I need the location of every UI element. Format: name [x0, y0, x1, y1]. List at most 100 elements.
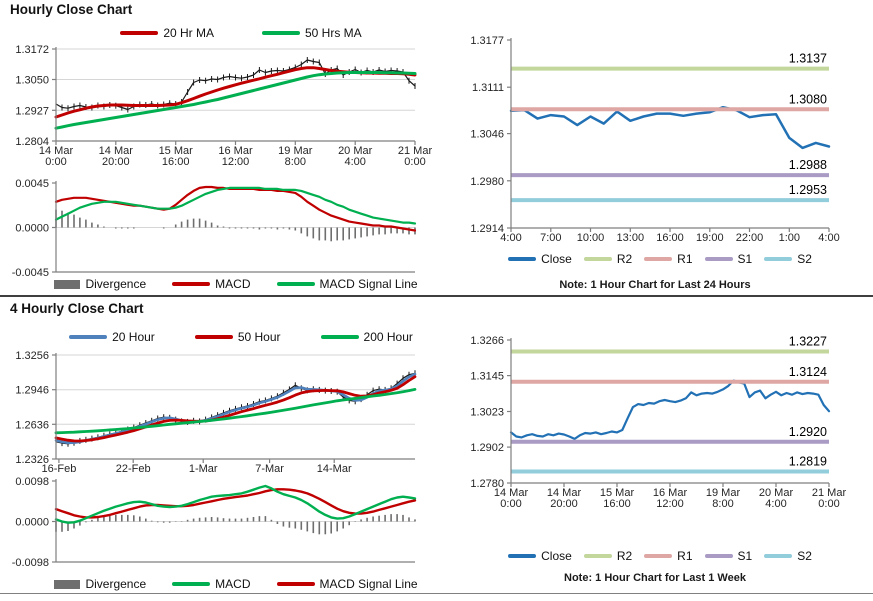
x-tick-label: 1-Mar [189, 463, 218, 475]
legend-item-200-hour: 200 Hour [320, 330, 413, 344]
level-label-r1: 1.3124 [789, 365, 827, 379]
y-tick-label: 0.0000 [15, 517, 49, 529]
legend-item-r1: R1 [644, 549, 693, 563]
legend-swatch-divergence [54, 579, 81, 589]
legend-swatch-divergence [54, 279, 81, 289]
legend-label: MACD Signal Line [319, 577, 418, 591]
legend-item-s2: S2 [764, 252, 812, 266]
level-label-r2: 1.3227 [789, 335, 827, 349]
x-tick-label: 20:00 [102, 156, 130, 168]
hourly-support-resistance-panel: 1.3137 1.3080 1.2988 1.2953 1.3177 1.3111 1.30… [437, 0, 873, 297]
legend-swatch-macd [172, 281, 211, 287]
y-tick-label: 1.2927 [15, 105, 49, 117]
y-tick-label: 1.3266 [470, 335, 504, 347]
legend-swatch-s2 [764, 257, 793, 261]
legend-item-macd-signal-line: MACD Signal Line [276, 277, 418, 291]
four-hourly-macd-chart: 0.0098 0.0000 -0.0098 [12, 476, 417, 569]
legend-swatch-close [508, 554, 537, 558]
legend-item-20-hr-ma: 20 Hr MA [120, 26, 214, 40]
legend-label: 50 Hrs MA [305, 26, 362, 40]
x-tick-label: 4:00 [500, 232, 521, 244]
legend-label: S2 [797, 252, 812, 266]
legend-item-s1: S1 [704, 252, 752, 266]
level-label-s1: 1.2920 [789, 425, 827, 439]
four-hourly-close-chart-panel: 4 Hourly Close Chart 20 Hour 50 Hour 200 H… [0, 299, 437, 595]
legend-label: R1 [677, 252, 693, 266]
x-tick-label: 16-Feb [41, 463, 76, 475]
four-hourly-chart-title: 4 Hourly Close Chart [10, 301, 144, 316]
four-hourly-macd-legend: Divergence MACD MACD Signal Line [45, 577, 427, 591]
legend-label: R2 [616, 252, 633, 266]
legend-swatch-200-hour [320, 334, 359, 340]
section-divider [0, 295, 873, 297]
legend-item-macd: MACD [172, 277, 251, 291]
hourly-sr-legend: Close R2 R1 S1 S2 [467, 252, 853, 266]
x-tick-label: 4:00 [765, 498, 786, 510]
y-tick-label: 0.0098 [15, 476, 49, 488]
legend-label: Close [541, 549, 572, 563]
series-50-hour [54, 375, 417, 443]
y-tick-label: 1.2902 [470, 442, 504, 454]
x-tick-label: 12:00 [222, 156, 250, 168]
x-tick-label: 0:00 [45, 156, 66, 168]
x-tick-label: 0:00 [818, 498, 839, 510]
x-tick-label: 21 Mar [812, 487, 847, 499]
legend-swatch-r2 [583, 554, 612, 558]
legend-swatch-20-hour [69, 334, 108, 340]
y-tick-label: 1.2636 [15, 419, 49, 431]
legend-swatch-macd-signal-line [276, 281, 315, 287]
y-tick-label: 1.3145 [470, 371, 504, 383]
y-tick-label: -0.0045 [12, 267, 49, 279]
x-tick-label: 8:00 [712, 498, 733, 510]
x-tick-label: 21 Mar [398, 145, 433, 157]
series-macd-signal-line [54, 186, 417, 225]
legend-label: S1 [737, 549, 753, 563]
y-tick-label: 1.2780 [470, 478, 504, 490]
legend-swatch-s1 [704, 554, 733, 558]
x-tick-label: 16:00 [162, 156, 190, 168]
legend-swatch-s2 [764, 554, 793, 558]
legend-label: MACD [215, 577, 251, 591]
x-tick-label: 20 Mar [759, 487, 794, 499]
legend-item-50-hrs-ma: 50 Hrs MA [262, 26, 362, 40]
series-50-hrs-ma [54, 71, 417, 130]
level-label-s2: 1.2953 [789, 183, 827, 197]
legend-label: MACD Signal Line [319, 277, 418, 291]
hourly-macd-legend: Divergence MACD MACD Signal Line [45, 277, 427, 291]
legend-swatch-close [508, 257, 537, 261]
x-tick-label: 14 Mar [547, 487, 582, 499]
x-tick-label: 0:00 [500, 498, 521, 510]
x-tick-label: 10:00 [577, 232, 605, 244]
x-tick-label: 22:00 [736, 232, 764, 244]
series-macd [54, 185, 417, 232]
legend-item-20-hour: 20 Hour [69, 330, 155, 344]
legend-item-divergence: Divergence [54, 277, 146, 291]
x-tick-label: 14-Mar [317, 463, 352, 475]
hourly-ma-legend: 20 Hr MA 50 Hrs MA [55, 26, 427, 40]
x-tick-label: 14 Mar [494, 487, 529, 499]
x-tick-label: 19 Mar [278, 145, 313, 157]
legend-label: 50 Hour [237, 330, 281, 344]
x-tick-label: 14 Mar [39, 145, 74, 157]
legend-label: 20 Hr MA [163, 26, 214, 40]
x-tick-label: 12:00 [656, 498, 684, 510]
x-tick-label: 7:00 [540, 232, 561, 244]
legend-item-50-hour: 50 Hour [194, 330, 281, 344]
level-label-s1: 1.2988 [789, 158, 827, 172]
y-tick-label: 1.3172 [15, 44, 49, 56]
y-tick-label: 1.3050 [15, 75, 49, 87]
bottom-divider [0, 593, 873, 594]
x-tick-label: 22-Feb [116, 463, 151, 475]
legend-label: R1 [677, 549, 693, 563]
hourly-sr-chart: 1.3137 1.3080 1.2988 1.2953 1.3177 1.3111 1.30… [470, 35, 839, 244]
legend-swatch-50-hour [194, 334, 233, 340]
legend-label: Close [541, 252, 572, 266]
hourly-close-chart-panel: Hourly Close Chart 20 Hr MA 50 Hrs MA 1.3… [0, 0, 437, 297]
legend-item-close: Close [508, 549, 572, 563]
legend-swatch-r2 [583, 257, 612, 261]
x-tick-label: 4:00 [344, 156, 365, 168]
legend-item-s1: S1 [704, 549, 753, 563]
hourly-chart-title: Hourly Close Chart [10, 2, 133, 17]
series-200-hour [54, 388, 417, 435]
